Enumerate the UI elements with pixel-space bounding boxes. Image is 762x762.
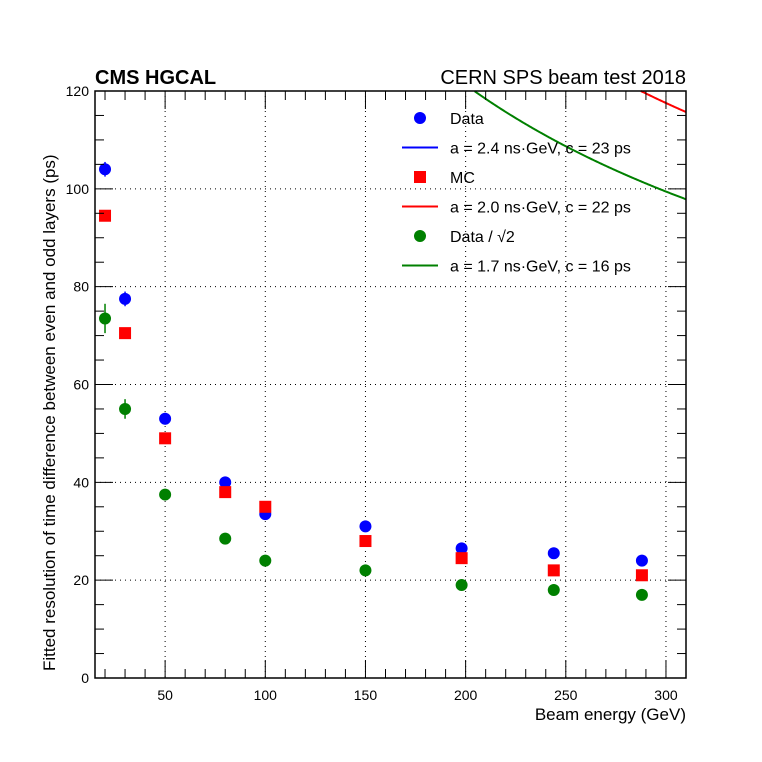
y-tick-label: 40	[73, 474, 89, 490]
x-tick-label: 250	[554, 687, 578, 703]
legend-marker	[414, 171, 426, 183]
x-tick-label: 150	[354, 687, 378, 703]
data-point	[455, 542, 468, 555]
legend-label: MC	[450, 170, 475, 187]
legend-label: a = 2.4 ns·GeV, c = 23 ps	[450, 141, 631, 158]
y-axis-title: Fitted resolution of time difference bet…	[40, 154, 59, 671]
data-point	[219, 532, 232, 545]
data-point	[159, 412, 172, 425]
y-tick-label: 100	[66, 181, 90, 197]
x-tick-label: 100	[254, 687, 278, 703]
data-point	[159, 432, 172, 445]
legend-marker	[414, 112, 426, 124]
y-tick-label: 80	[73, 279, 89, 295]
data-point	[547, 547, 560, 560]
fit-curve	[640, 90, 687, 113]
legend: Data a = 2.4 ns·GeV, c = 23 ps MC a = 2.0 n…	[402, 111, 631, 276]
fit-curves	[474, 90, 687, 201]
data-point	[547, 564, 560, 577]
experiment-label: CMS HGCAL	[95, 67, 216, 89]
data-point	[259, 554, 272, 567]
data-point	[219, 486, 232, 499]
x-tick-label: 200	[454, 687, 478, 703]
x-tick-label: 300	[654, 687, 678, 703]
data-point	[359, 535, 372, 548]
legend-label: a = 2.0 ns·GeV, c = 22 ps	[450, 200, 631, 217]
data-point	[119, 327, 132, 340]
beam-test-label: CERN SPS beam test 2018	[440, 67, 686, 89]
data-point	[635, 569, 648, 582]
data-points	[99, 161, 648, 601]
legend-label: Data	[450, 111, 484, 128]
data-point	[159, 488, 172, 501]
y-tick-label: 120	[66, 83, 90, 99]
y-tick-label: 0	[81, 670, 89, 686]
data-point	[99, 312, 112, 325]
data-point	[219, 476, 232, 489]
data-point	[359, 564, 372, 577]
x-axis-title: Beam energy (GeV)	[535, 705, 686, 724]
data-point	[635, 554, 648, 567]
data-point	[119, 292, 132, 305]
data-point	[119, 402, 132, 415]
fit-curve	[474, 90, 687, 201]
axis-ticks: 50 100 150 200 250 300 0 20 40 60 80 100 120	[66, 83, 686, 703]
legend-marker	[414, 230, 426, 242]
data-point	[259, 500, 272, 513]
legend-label: a = 1.7 ns·GeV, c = 16 ps	[450, 259, 631, 276]
data-point	[547, 583, 560, 596]
data-point	[455, 579, 468, 592]
y-tick-label: 60	[73, 377, 89, 393]
x-tick-label: 50	[157, 687, 173, 703]
data-point	[99, 163, 112, 176]
legend-label: Data / √2	[450, 229, 515, 246]
data-point	[99, 209, 112, 222]
grid	[95, 91, 686, 678]
data-point	[359, 520, 372, 533]
data-point	[455, 552, 468, 565]
y-tick-label: 20	[73, 572, 89, 588]
data-point	[635, 588, 648, 601]
